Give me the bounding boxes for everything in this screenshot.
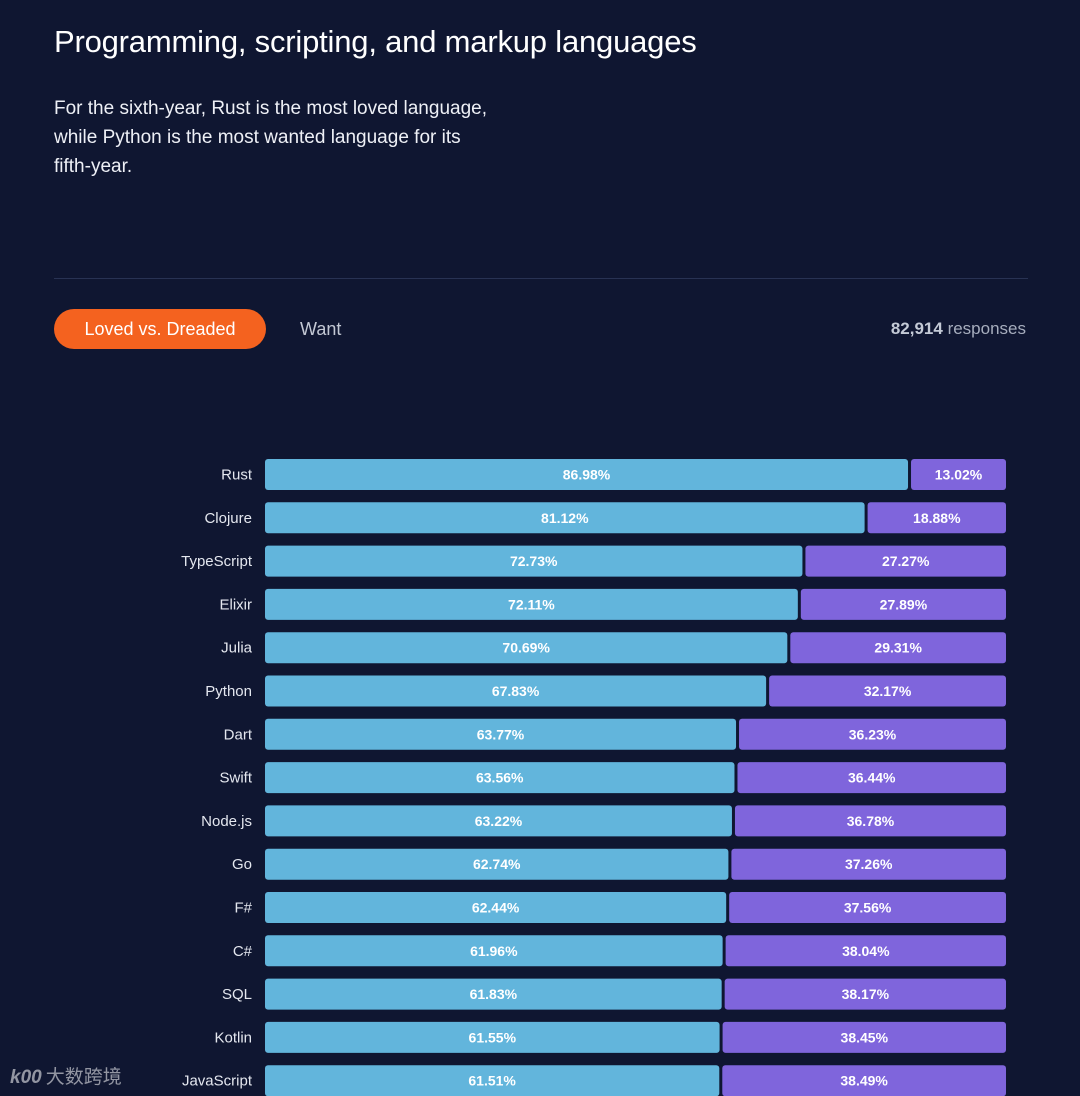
- category-label: Clojure: [204, 510, 252, 527]
- category-label: C#: [233, 943, 253, 960]
- loved-value-label: 62.44%: [472, 900, 520, 916]
- dreaded-value-label: 36.78%: [847, 813, 895, 829]
- dreaded-bar: [800, 588, 1006, 620]
- dreaded-value-label: 29.31%: [874, 640, 922, 656]
- dreaded-bar: [911, 459, 1006, 490]
- dreaded-value-label: 38.17%: [842, 986, 890, 1002]
- loved-bar: [265, 805, 732, 837]
- category-label: Dart: [224, 726, 253, 743]
- watermark: k00 大数跨境: [10, 1062, 122, 1089]
- category-label: Swift: [219, 770, 252, 787]
- loved-value-label: 63.77%: [477, 726, 525, 742]
- category-label: SQL: [222, 986, 252, 1003]
- category-label: Julia: [221, 640, 253, 657]
- dreaded-bar: [737, 762, 1006, 794]
- dreaded-bar: [722, 1021, 1006, 1053]
- loved-bar: [265, 978, 722, 1010]
- dreaded-value-label: 36.44%: [848, 770, 896, 786]
- loved-bar: [265, 892, 727, 923]
- dreaded-bar: [867, 502, 1006, 534]
- loved-value-label: 72.73%: [510, 553, 558, 569]
- loved-bar: [265, 718, 737, 750]
- loved-bar: [265, 588, 798, 620]
- dreaded-value-label: 37.56%: [844, 900, 892, 916]
- loved-value-label: 81.12%: [541, 510, 589, 526]
- loved-value-label: 62.74%: [473, 856, 521, 872]
- dreaded-bar: [734, 805, 1006, 837]
- dreaded-value-label: 13.02%: [935, 467, 983, 483]
- dreaded-value-label: 37.26%: [845, 856, 893, 872]
- dreaded-bar: [790, 632, 1006, 664]
- loved-value-label: 61.96%: [470, 943, 518, 959]
- dreaded-value-label: 38.45%: [841, 1029, 889, 1045]
- loved-bar: [265, 1065, 720, 1096]
- loved-bar: [265, 848, 729, 880]
- dreaded-bar: [805, 545, 1006, 577]
- category-label: Node.js: [201, 813, 252, 830]
- loved-value-label: 72.11%: [508, 596, 555, 612]
- dreaded-bar: [731, 848, 1006, 880]
- dreaded-bar: [769, 675, 1006, 707]
- loved-bar: [265, 675, 767, 707]
- page-description: For the sixth-year, Rust is the most lov…: [54, 98, 487, 177]
- category-label: JavaScript: [182, 1073, 253, 1090]
- loved-bar: [265, 935, 723, 967]
- category-label: Rust: [221, 467, 253, 484]
- dreaded-bar: [725, 935, 1006, 967]
- loved-bar: [265, 545, 803, 577]
- loved-bar: [265, 632, 788, 664]
- category-label: Go: [232, 856, 252, 873]
- loved-value-label: 61.83%: [470, 986, 518, 1002]
- loved-value-label: 70.69%: [502, 640, 550, 656]
- dreaded-bar: [739, 718, 1006, 750]
- dreaded-value-label: 27.27%: [882, 553, 930, 569]
- watermark-logo: k00: [10, 1067, 42, 1088]
- loved-value-label: 67.83%: [492, 683, 540, 699]
- category-label: TypeScript: [181, 553, 253, 570]
- dreaded-value-label: 38.49%: [840, 1073, 888, 1089]
- tab-loved-vs-dreaded[interactable]: Loved vs. Dreaded: [54, 309, 266, 349]
- category-label: Elixir: [220, 596, 253, 613]
- loved-bar: [265, 459, 909, 490]
- dreaded-value-label: 27.89%: [880, 596, 928, 612]
- responses-count: 82,914 responses: [891, 309, 1026, 349]
- loved-value-label: 61.51%: [468, 1073, 516, 1089]
- category-label: Kotlin: [214, 1029, 252, 1046]
- tab-want[interactable]: Want: [300, 319, 342, 339]
- dreaded-bar: [722, 1065, 1006, 1096]
- page-title: Programming, scripting, and markup langu…: [54, 24, 697, 59]
- loved-value-label: 61.55%: [469, 1029, 517, 1045]
- loved-value-label: 86.98%: [563, 467, 611, 483]
- loved-bar: [265, 502, 865, 534]
- loved-bar: [265, 762, 735, 794]
- section-divider: [54, 278, 1028, 279]
- category-label: Python: [205, 683, 252, 700]
- dreaded-bar: [724, 978, 1006, 1010]
- dreaded-bar: [729, 892, 1006, 923]
- dreaded-value-label: 18.88%: [913, 510, 961, 526]
- watermark-text: 大数跨境: [45, 1067, 122, 1088]
- loved-bar: [265, 1021, 720, 1053]
- responses-label: responses: [947, 319, 1026, 338]
- loved-value-label: 63.56%: [476, 770, 524, 786]
- dreaded-value-label: 38.04%: [842, 943, 890, 959]
- dreaded-value-label: 32.17%: [864, 683, 912, 699]
- responses-number: 82,914: [890, 319, 943, 338]
- loved-value-label: 63.22%: [475, 813, 523, 829]
- category-label: F#: [234, 900, 252, 917]
- dreaded-value-label: 36.23%: [849, 726, 897, 742]
